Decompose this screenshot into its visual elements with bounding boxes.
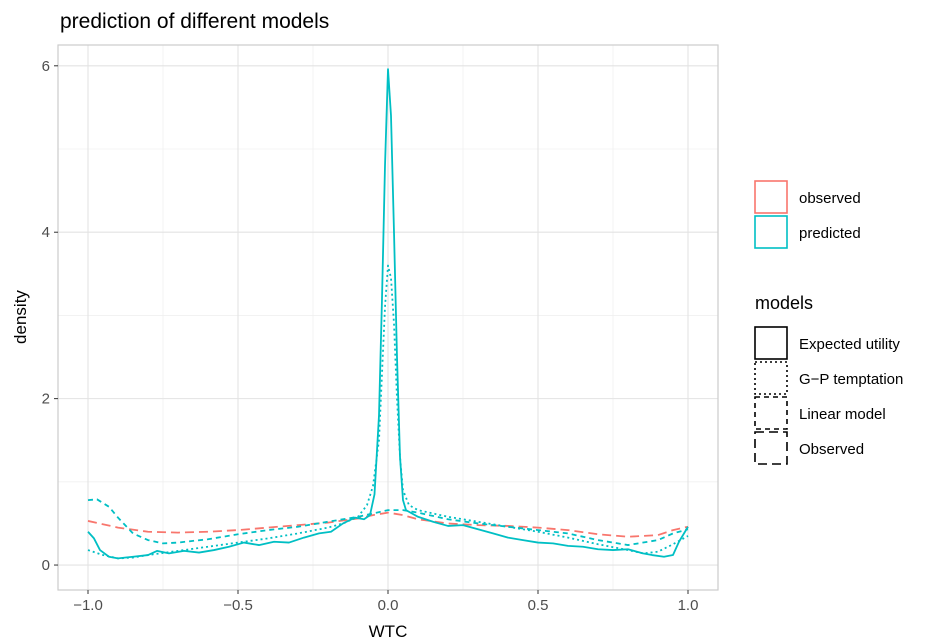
- legend-label-linear-model: Linear model: [799, 406, 886, 423]
- legend-label-expected-utility: Expected utility: [799, 336, 900, 353]
- legend-label-observed: observed: [799, 190, 861, 207]
- legend-key-gp-temptation: [754, 361, 788, 395]
- legend-key-linear-model: [754, 396, 788, 430]
- legend-key-observed: [754, 180, 788, 214]
- legend-linetype: models Expected utility G−P temptation L…: [754, 293, 903, 465]
- y-axis-title: density: [11, 290, 30, 344]
- legend-key-observed-model: [754, 431, 788, 465]
- legend-label-observed-model: Observed: [799, 441, 864, 458]
- series-line-linear-model: [87, 498, 689, 546]
- series-lines: [87, 68, 689, 560]
- y-tick-label: 2: [42, 391, 50, 408]
- legend-key-predicted: [754, 215, 788, 249]
- x-axis: −1.0 −0.5 0.0 0.5 1.0: [73, 590, 698, 614]
- y-tick-label: 6: [42, 58, 50, 75]
- grid: [58, 45, 718, 590]
- chart-title: prediction of different models: [60, 10, 329, 33]
- x-tick-label: −1.0: [73, 597, 103, 614]
- x-tick-label: 0.5: [528, 597, 549, 614]
- legend-label-predicted: predicted: [799, 225, 861, 242]
- legend-title-models: models: [755, 293, 813, 313]
- legend-color: observed predicted: [754, 180, 861, 249]
- legend-key-expected-utility: [754, 326, 788, 360]
- x-tick-label: 0.0: [378, 597, 399, 614]
- y-tick-label: 4: [42, 224, 50, 241]
- y-axis: 0 2 4 6: [42, 58, 58, 574]
- x-tick-label: −0.5: [223, 597, 253, 614]
- series-line-observed: [87, 511, 689, 538]
- series-line-expected-utility: [87, 68, 689, 560]
- x-tick-label: 1.0: [678, 597, 699, 614]
- legend-label-gp-temptation: G−P temptation: [799, 371, 903, 388]
- series-line-g-p-temptation: [87, 264, 689, 560]
- y-tick-label: 0: [42, 557, 50, 574]
- x-axis-title: WTC: [369, 622, 408, 640]
